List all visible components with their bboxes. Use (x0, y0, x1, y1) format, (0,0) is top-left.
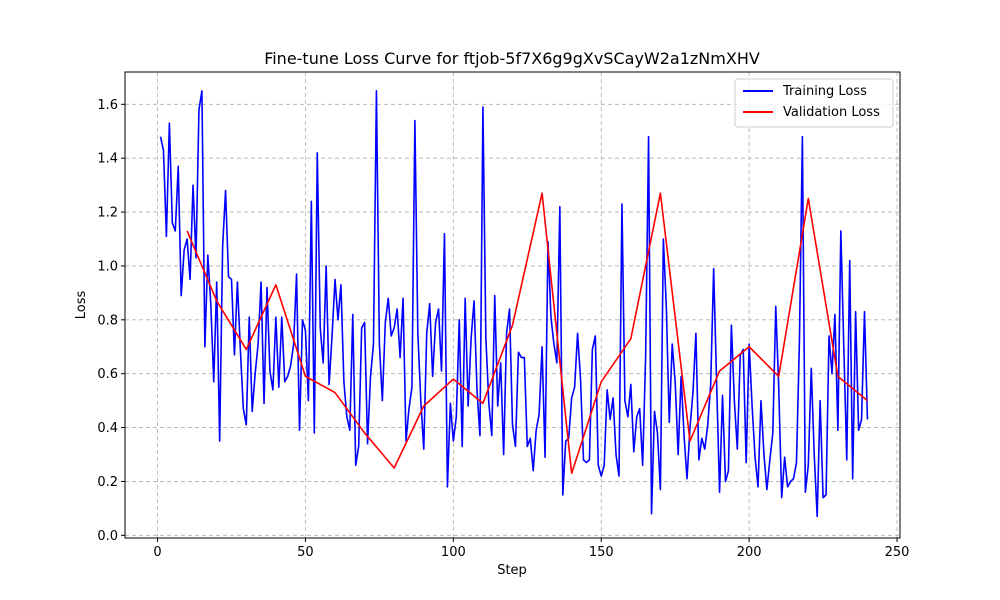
x-tick-label: 200 (737, 545, 762, 560)
legend-label-training-loss: Training Loss (782, 84, 867, 99)
y-tick-label: 0.6 (97, 367, 118, 382)
series-layer (159, 90, 869, 518)
plot-area (125, 72, 900, 538)
y-tick-label: 0.2 (97, 475, 118, 490)
x-tick-label: 0 (153, 545, 161, 560)
y-tick-label: 0.8 (97, 313, 118, 328)
legend: Training Loss Validation Loss (734, 78, 894, 128)
legend-box (734, 78, 894, 128)
validation-loss-line (186, 192, 868, 475)
y-tick-label: 1.0 (97, 259, 118, 274)
ticks: 0 50 100 150 200 250 0.0 0.2 0.4 0.6 0.8 1.0 1.2 1.4 1… (97, 98, 909, 560)
y-tick-label: 1.6 (97, 98, 118, 113)
y-axis-label: Loss (74, 291, 89, 320)
x-tick-label: 150 (589, 545, 614, 560)
y-tick-label: 0.4 (97, 421, 118, 436)
x-axis-label: Step (497, 563, 527, 578)
training-loss-line (159, 90, 869, 518)
legend-label-validation-loss: Validation Loss (783, 105, 880, 120)
x-tick-label: 100 (441, 545, 466, 560)
y-tick-label: 1.2 (97, 206, 118, 221)
y-tick-label: 0.0 (97, 529, 118, 544)
x-tick-label: 50 (297, 545, 314, 560)
plot-frame (124, 71, 901, 539)
x-tick-label: 250 (885, 545, 910, 560)
chart-title: Fine-tune Loss Curve for ftjob-5f7X6g9gX… (264, 49, 760, 68)
y-tick-label: 1.4 (97, 152, 118, 167)
grid (125, 72, 900, 538)
